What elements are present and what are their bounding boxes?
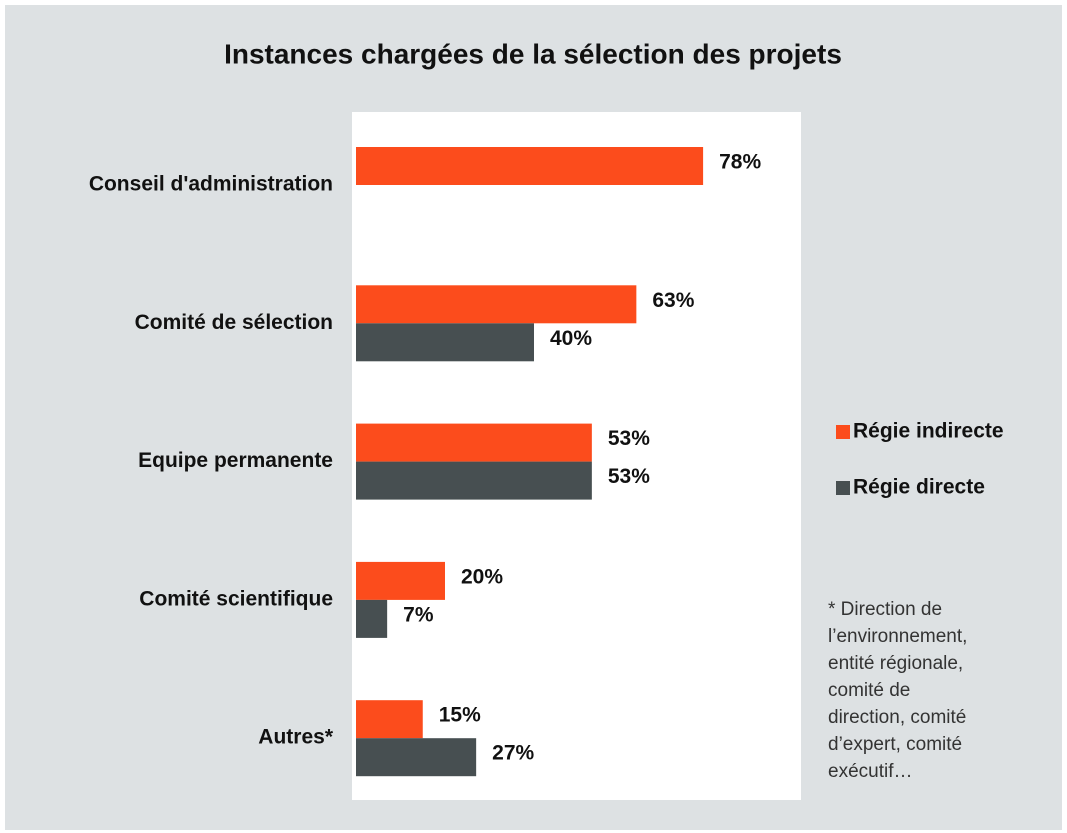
- footnote-line: entité régionale,: [828, 653, 963, 674]
- bar: [356, 423, 592, 462]
- legend-swatch: [836, 425, 850, 439]
- data-label: 15%: [439, 704, 481, 727]
- data-label: 53%: [608, 427, 650, 450]
- bar: [356, 323, 534, 362]
- category-label: Comité scientifique: [139, 587, 333, 610]
- category-label: Autres*: [258, 726, 334, 749]
- data-label: 40%: [550, 327, 592, 350]
- bar: [356, 461, 592, 500]
- legend-label: Régie indirecte: [853, 420, 1004, 443]
- bar: [356, 561, 445, 600]
- legend-swatch: [836, 481, 850, 495]
- footnote-line: comité de: [828, 680, 910, 701]
- data-label: 53%: [608, 465, 650, 488]
- legend-label: Régie directe: [853, 476, 985, 499]
- data-label: 78%: [719, 151, 761, 174]
- footnote-line: direction, comité: [828, 707, 966, 728]
- bar: [356, 700, 423, 739]
- footnote-line: l’environnement,: [828, 626, 967, 647]
- data-label: 63%: [652, 289, 694, 312]
- category-label: Equipe permanente: [138, 449, 333, 472]
- category-label: Conseil d'administration: [89, 173, 333, 196]
- data-label: 7%: [403, 603, 434, 626]
- footnote-line: * Direction de: [828, 599, 942, 620]
- bar: [356, 599, 388, 638]
- bar: [356, 285, 637, 324]
- data-label: 27%: [492, 742, 534, 765]
- footnote-line: d’expert, comité: [828, 734, 962, 755]
- data-label: 20%: [461, 565, 503, 588]
- bar: [356, 738, 477, 777]
- category-label: Comité de sélection: [135, 311, 333, 334]
- bar: [356, 147, 704, 185]
- footnote-line: exécutif…: [828, 761, 912, 782]
- chart-title: Instances chargées de la sélection des p…: [224, 38, 842, 69]
